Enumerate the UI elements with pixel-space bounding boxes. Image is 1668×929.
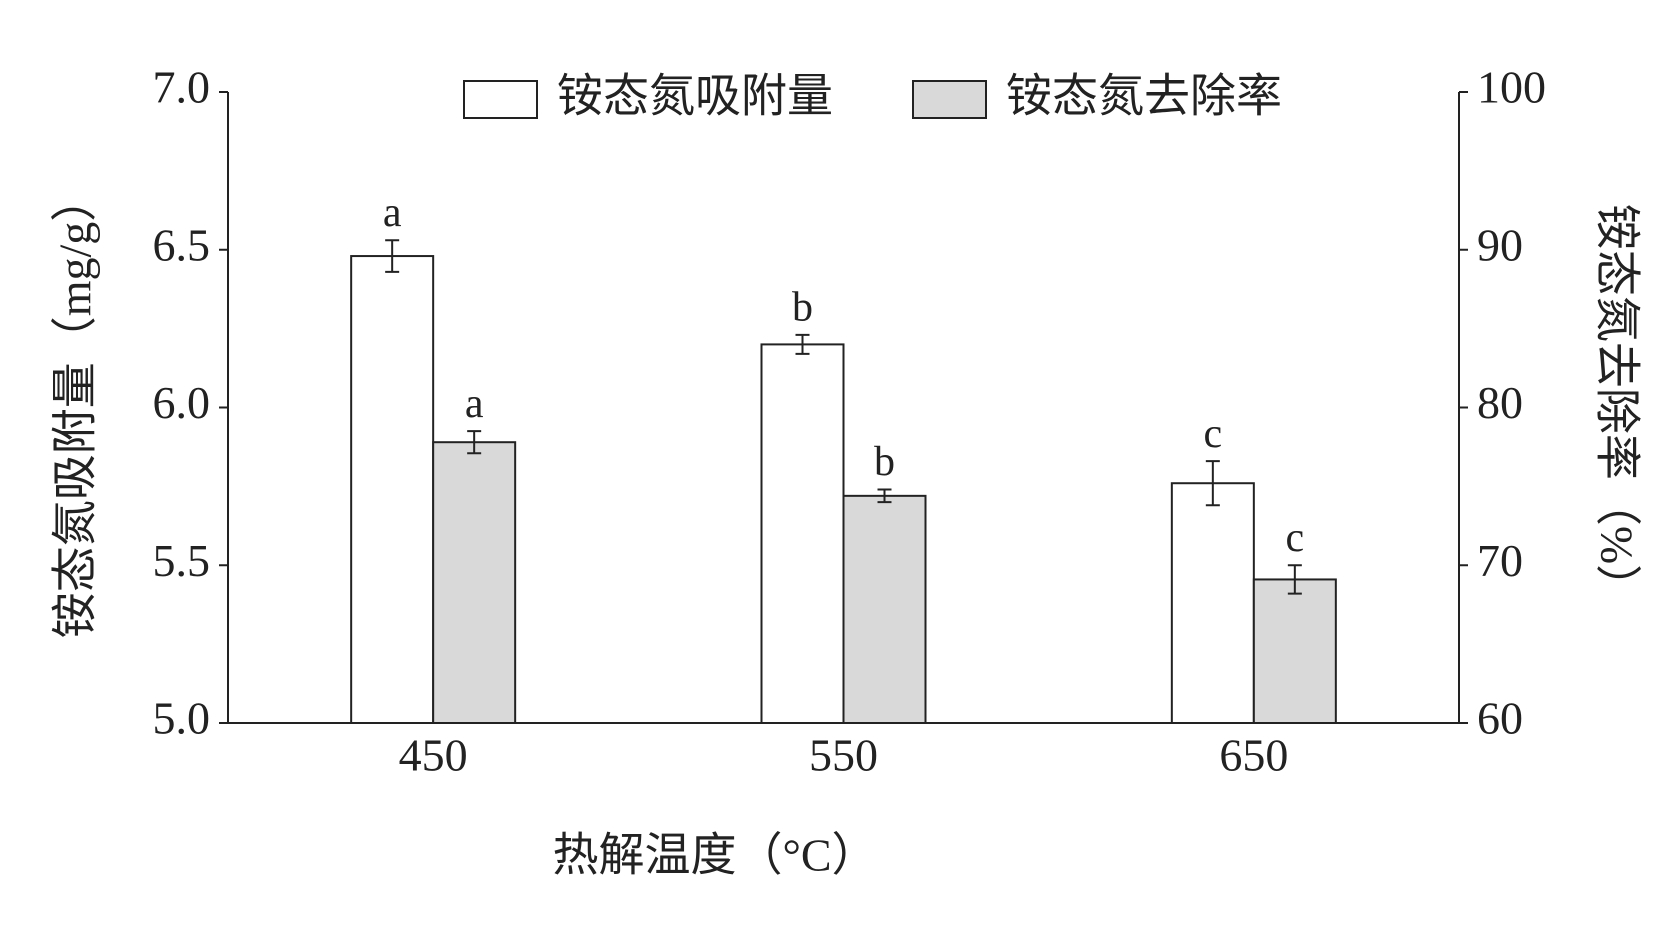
y-axis-title: 铵态氮吸附量（mg/g） bbox=[50, 176, 101, 639]
legend-swatch bbox=[912, 80, 987, 119]
error-bar bbox=[385, 239, 400, 273]
y2-axis-title: 铵态氮去除率（%） bbox=[1591, 204, 1642, 610]
bar bbox=[1170, 482, 1255, 724]
error-bar bbox=[877, 488, 892, 504]
error-bar bbox=[795, 333, 810, 355]
x-tick-label: 550 bbox=[809, 730, 878, 781]
bar bbox=[432, 441, 517, 724]
significance-label: a bbox=[465, 381, 484, 427]
significance-label: b bbox=[792, 285, 813, 331]
legend-label: 铵态氮吸附量 bbox=[557, 71, 833, 122]
y-tick-label: 6.5 bbox=[153, 219, 211, 270]
legend-swatch bbox=[463, 80, 538, 119]
y-tick-label: 6.0 bbox=[153, 377, 211, 428]
error-bar bbox=[1287, 564, 1302, 595]
y2-tick-label: 80 bbox=[1477, 377, 1523, 428]
error-bar bbox=[467, 430, 482, 455]
bar bbox=[760, 343, 845, 724]
significance-label: a bbox=[383, 190, 402, 236]
bar bbox=[350, 255, 435, 724]
x-tick-label: 650 bbox=[1219, 730, 1288, 781]
significance-label: b bbox=[874, 439, 895, 485]
y-tick-label: 5.5 bbox=[153, 535, 211, 586]
legend-label: 铵态氮去除率 bbox=[1006, 71, 1282, 122]
bar bbox=[1252, 578, 1337, 725]
significance-label: c bbox=[1204, 411, 1223, 457]
significance-label: c bbox=[1286, 515, 1305, 561]
y2-tick-label: 60 bbox=[1477, 693, 1523, 744]
y2-tick-label: 70 bbox=[1477, 535, 1523, 586]
y-tick-label: 7.0 bbox=[153, 62, 211, 113]
y2-tick-label: 90 bbox=[1477, 219, 1523, 270]
y-tick-label: 5.0 bbox=[153, 693, 211, 744]
bar bbox=[842, 494, 927, 724]
error-bar bbox=[1205, 460, 1220, 507]
y2-tick-label: 100 bbox=[1477, 62, 1546, 113]
x-axis-title: 热解温度（°C） bbox=[552, 830, 877, 881]
x-tick-label: 450 bbox=[399, 730, 468, 781]
